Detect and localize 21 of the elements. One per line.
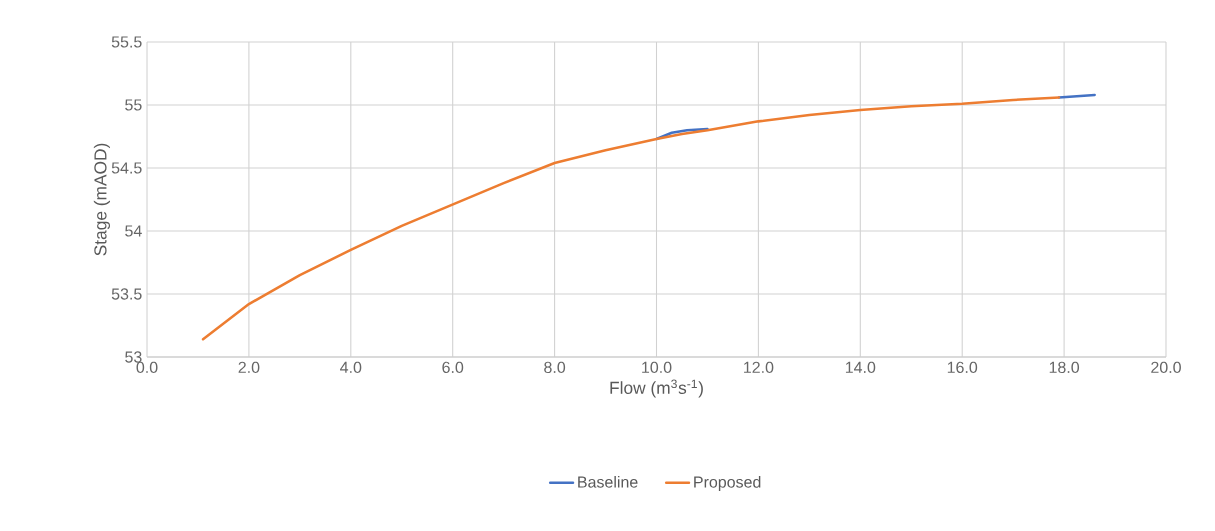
x-tick-label: 6.0 [442,361,464,374]
y-axis-title: Stage (mAOD) [93,143,110,256]
x-tick-label: 12.0 [744,361,774,374]
y-tick-label: 55 [125,99,142,111]
y-tick-label: 55.5 [111,36,142,48]
x-tick-label: 18.0 [1049,361,1080,374]
y-tick-label: 54.5 [111,162,142,174]
x-tick-label: 14.0 [845,361,876,374]
x-tick-label: 4.0 [340,361,362,374]
x-tick-label: 16.0 [947,361,978,374]
x-tick-label: 20.0 [1151,361,1181,374]
legend-label: Proposed [694,475,761,491]
legend-label: Baseline [578,475,638,488]
x-tick-label: 10.0 [642,361,672,374]
y-tick-label: 53 [125,351,142,363]
y-tick-label: 53.5 [111,288,142,300]
x-tick-label: 8.0 [544,361,566,374]
x-tick-label: 2.0 [238,361,260,374]
x-tick-label: 0.0 [136,361,158,374]
x-axis-title: Flow (m$^{3}$s$^{-1}$) [610,379,703,398]
y-tick-label: 54 [125,225,142,237]
